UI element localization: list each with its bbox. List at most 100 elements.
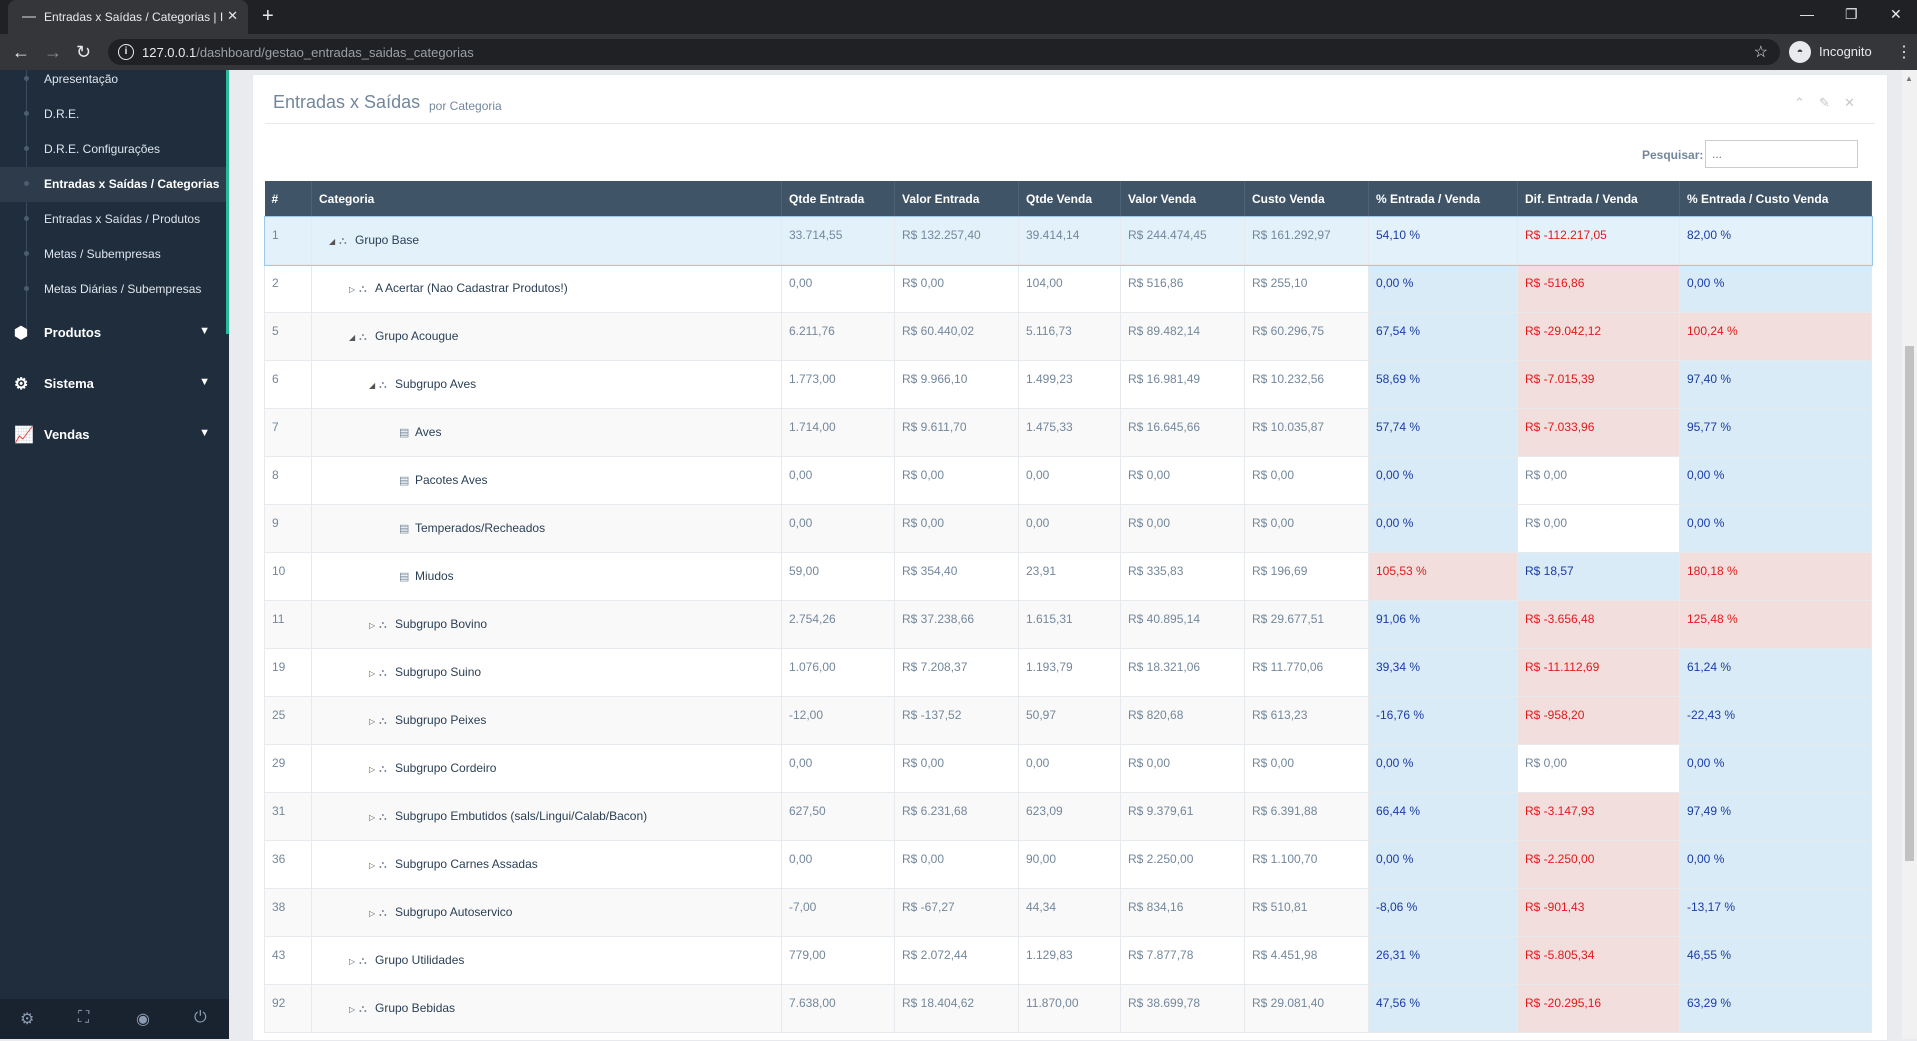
expanded-toggle-icon[interactable]: ◢: [329, 237, 336, 246]
collapsed-toggle-icon[interactable]: ▷: [349, 957, 356, 966]
table-row[interactable]: 2 ▷ ⛬ A Acertar (Nao Cadastrar Produtos!) 0,…: [264, 264, 1872, 313]
bookmark-star-icon[interactable]: ☆: [1753, 44, 1768, 61]
col-header-qtde-venda[interactable]: Qtde Venda: [1018, 181, 1121, 217]
eye-slash-icon[interactable]: ◉: [136, 1011, 150, 1028]
table-row[interactable]: 9 ▤ Temperados/Recheados 0,00 R$ 0,00 0,00 R$ …: [264, 504, 1872, 553]
collapsed-toggle-icon[interactable]: ▷: [349, 1005, 356, 1014]
scroll-up-icon[interactable]: ▲: [1905, 74, 1913, 83]
custo-venda-cell: R$ 10.035,87: [1244, 408, 1369, 457]
fullscreen-icon[interactable]: ⛶: [78, 1009, 90, 1026]
collapsed-toggle-icon[interactable]: ▷: [369, 909, 376, 918]
reload-icon[interactable]: ↻: [76, 42, 92, 62]
info-icon[interactable]: i: [118, 44, 134, 60]
col-header-dif-entrada-venda[interactable]: Dif. Entrada / Venda: [1517, 181, 1680, 217]
sitemap-icon: ⛬: [339, 235, 347, 247]
qtde-venda-cell: 0,00: [1018, 504, 1121, 553]
collapsed-toggle-icon[interactable]: ▷: [369, 669, 376, 678]
table-row[interactable]: 25 ▷ ⛬ Subgrupo Peixes -12,00 R$ -137,52 50,97…: [264, 696, 1872, 745]
sidebar-item-dre-configuracoes[interactable]: D.R.E. Configurações: [0, 132, 226, 167]
table-row[interactable]: 5 ◢ ⛬ Grupo Acougue 6.211,76 R$ 60.440,02 5.11…: [264, 312, 1872, 361]
table-row[interactable]: 7 ▤ Aves 1.714,00 R$ 9.611,70 1.475,33 R$ 16.6…: [264, 408, 1872, 457]
sidebar-menu-vendas[interactable]: 📈 Vendas ▼: [0, 415, 226, 455]
book-icon: ▤: [399, 475, 410, 487]
sidebar-item-metas-subempresas[interactable]: Metas / Subempresas: [0, 237, 226, 272]
col-header-qtde-entrada[interactable]: Qtde Entrada: [781, 181, 895, 217]
table-row[interactable]: 38 ▷ ⛬ Subgrupo Autoservico -7,00 R$ -67,27 44…: [264, 888, 1872, 937]
collapsed-toggle-icon[interactable]: ▷: [349, 285, 356, 294]
vertical-scrollbar[interactable]: ▲: [1902, 70, 1917, 1039]
valor-venda-cell: R$ 2.250,00: [1120, 840, 1245, 889]
table-row[interactable]: 36 ▷ ⛬ Subgrupo Carnes Assadas 0,00 R$ 0,00 90…: [264, 840, 1872, 889]
settings-icon[interactable]: ⚙: [20, 1011, 35, 1028]
sidebar-menu-produtos[interactable]: ⬢ Produtos ▼: [0, 313, 226, 353]
category-cell: ▷ ⛬ Subgrupo Bovino: [311, 600, 782, 649]
table-row[interactable]: 6 ◢ ⛬ Subgrupo Aves 1.773,00 R$ 9.966,10 1.499…: [264, 360, 1872, 409]
collapse-icon[interactable]: ⌃: [1794, 95, 1805, 110]
table-row[interactable]: 10 ▤ Miudos 59,00 R$ 354,40 23,91 R$ 335,83 R$ …: [264, 552, 1872, 601]
valor-entrada-cell: R$ 354,40: [894, 552, 1019, 601]
col-header-custo-venda[interactable]: Custo Venda: [1244, 181, 1369, 217]
book-icon: ▤: [399, 523, 410, 535]
table-row[interactable]: 43 ▷ ⛬ Grupo Utilidades 779,00 R$ 2.072,44 1.1…: [264, 936, 1872, 985]
table-row[interactable]: 1 ◢ ⛬ Grupo Base 33.714,55 R$ 132.257,40 39.41…: [263, 215, 1873, 266]
scrollbar-thumb[interactable]: [1905, 346, 1914, 861]
sidebar-item-metas-diarias-subempresas[interactable]: Metas Diárias / Subempresas: [0, 272, 226, 307]
collapsed-toggle-icon[interactable]: ▷: [369, 813, 376, 822]
qtde-entrada-cell: 0,00: [781, 264, 895, 313]
category-label: A Acertar (Nao Cadastrar Produtos!): [375, 281, 568, 295]
table-row[interactable]: 11 ▷ ⛬ Subgrupo Bovino 2.754,26 R$ 37.238,66 1…: [264, 600, 1872, 649]
valor-entrada-cell: R$ 0,00: [894, 264, 1019, 313]
back-icon[interactable]: ←: [12, 42, 30, 62]
expanded-toggle-icon[interactable]: ◢: [349, 333, 356, 342]
new-tab-button[interactable]: +: [262, 5, 274, 27]
table-row[interactable]: 92 ▷ ⛬ Grupo Bebidas 7.638,00 R$ 18.404,62 11.…: [264, 984, 1872, 1033]
col-header-pct-entrada-venda[interactable]: % Entrada / Venda: [1368, 181, 1518, 217]
url-field[interactable]: i 127.0.0.1/dashboard/gestao_entradas_sa…: [108, 39, 1780, 65]
sidebar-item-label: D.R.E. Configurações: [44, 142, 161, 156]
table-row[interactable]: 31 ▷ ⛬ Subgrupo Embutidos (sals/Lingui/Cala…: [264, 792, 1872, 841]
sidebar-item-dre[interactable]: D.R.E.: [0, 97, 226, 132]
col-header-valor-entrada[interactable]: Valor Entrada: [894, 181, 1019, 217]
forward-icon[interactable]: →: [44, 42, 62, 62]
browser-tab[interactable]: Entradas x Saídas / Categorias | I ✕: [8, 0, 248, 34]
edit-icon[interactable]: ✎: [1819, 95, 1830, 110]
search-input[interactable]: [1705, 140, 1858, 168]
close-icon[interactable]: ✕: [1844, 95, 1855, 110]
close-window-button[interactable]: ✕: [1890, 6, 1902, 22]
browser-menu-icon[interactable]: ⋮: [1896, 44, 1912, 61]
valor-entrada-cell: R$ 18.404,62: [894, 984, 1019, 1033]
valor-entrada-cell: R$ 9.611,70: [894, 408, 1019, 457]
col-header-categoria[interactable]: Categoria: [311, 181, 782, 217]
row-id-cell: 5: [264, 312, 312, 361]
category-cell: ▷ ⛬ Subgrupo Suino: [311, 648, 782, 697]
collapsed-toggle-icon[interactable]: ▷: [369, 717, 376, 726]
pct-entrada-venda-cell: 0,00 %: [1368, 504, 1518, 553]
sidebar-menu-sistema[interactable]: ⚙ Sistema ▼: [0, 364, 226, 404]
main-panel: Entradas x Saídas por Categoria ⌃ ✎ ✕ Pe…: [252, 74, 1888, 1041]
bullet-icon: [24, 286, 29, 291]
category-cell: ▤ Aves: [311, 408, 782, 457]
power-icon[interactable]: ⏻: [194, 1009, 207, 1026]
row-id-cell: 25: [264, 696, 312, 745]
table-row[interactable]: 29 ▷ ⛬ Subgrupo Cordeiro 0,00 R$ 0,00 0,00 R$ 0…: [264, 744, 1872, 793]
col-header-pct-entrada-custo-venda[interactable]: % Entrada / Custo Venda: [1679, 181, 1872, 217]
table-row[interactable]: 19 ▷ ⛬ Subgrupo Suino 1.076,00 R$ 7.208,37 1.1…: [264, 648, 1872, 697]
sidebar-item-entradas-saidas-produtos[interactable]: Entradas x Saídas / Produtos: [0, 202, 226, 237]
col-header-valor-venda[interactable]: Valor Venda: [1120, 181, 1245, 217]
table-row[interactable]: 8 ▤ Pacotes Aves 0,00 R$ 0,00 0,00 R$ 0,00 R$ 0…: [264, 456, 1872, 505]
collapsed-toggle-icon[interactable]: ▷: [369, 861, 376, 870]
chevron-down-icon: ▼: [199, 325, 210, 337]
pct-entrada-custo-cell: 0,00 %: [1679, 264, 1872, 313]
pct-entrada-custo-cell: -22,43 %: [1679, 696, 1872, 745]
qtde-venda-cell: 1.193,79: [1018, 648, 1121, 697]
collapsed-toggle-icon[interactable]: ▷: [369, 621, 376, 630]
minimize-button[interactable]: —: [1800, 6, 1814, 22]
expanded-toggle-icon[interactable]: ◢: [369, 381, 376, 390]
dif-entrada-venda-cell: R$ 18,57: [1517, 552, 1680, 601]
sidebar-item-apresentacao[interactable]: Apresentação: [0, 62, 226, 97]
sidebar-item-entradas-saidas-categorias[interactable]: Entradas x Saídas / Categorias: [0, 167, 226, 202]
restore-button[interactable]: ❐: [1845, 6, 1858, 22]
col-header-id[interactable]: #: [264, 181, 312, 217]
collapsed-toggle-icon[interactable]: ▷: [369, 765, 376, 774]
close-tab-icon[interactable]: ✕: [227, 8, 238, 23]
